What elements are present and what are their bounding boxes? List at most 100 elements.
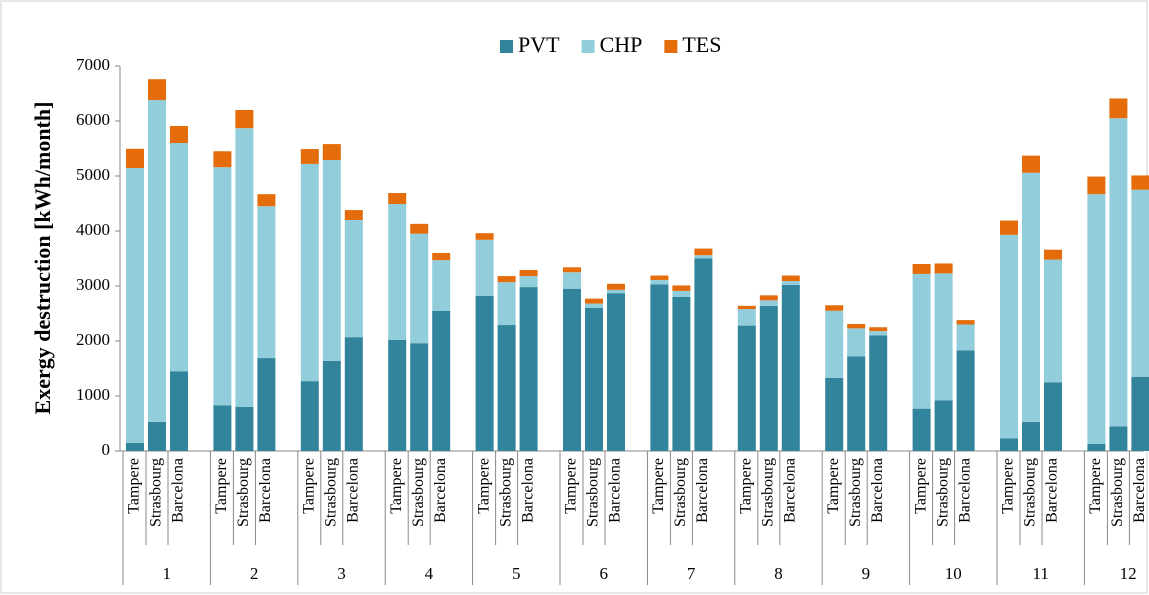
bar-segment [1087, 443, 1106, 451]
y-axis-label: Exergy destruction [kWh/month] [30, 102, 55, 415]
bar-segment [519, 287, 538, 451]
bar-segment [475, 233, 494, 240]
bar-segment [847, 323, 866, 329]
y-tick-label: 1000 [76, 385, 110, 404]
x-tick-label: Strasbourg [934, 458, 951, 527]
x-tick-label: Tampere [213, 458, 230, 514]
bar-segment [869, 327, 888, 332]
bar-segment [213, 405, 232, 451]
bar-segment [475, 239, 494, 296]
bar-segment [825, 377, 844, 451]
bar-segment [847, 328, 866, 357]
x-tick-label: Barcelona [1044, 458, 1061, 523]
x-tick-label: Strasbourg [235, 458, 252, 527]
bar-segment [563, 267, 581, 273]
bar-segment [519, 270, 538, 277]
bar-segment [300, 149, 319, 164]
bar-segment [1109, 118, 1128, 427]
bar-segment [1131, 175, 1149, 190]
y-tick-label: 7000 [76, 55, 110, 74]
bar-segment [475, 295, 494, 451]
bar-segment [847, 356, 866, 451]
bar-segment [126, 443, 144, 451]
bar-segment [781, 275, 800, 282]
group-label: 4 [425, 564, 434, 583]
bar-segment [235, 110, 254, 129]
x-tick-label: Strasbourg [1022, 458, 1039, 527]
bar-segment [563, 272, 581, 289]
bar-segment [344, 220, 363, 338]
bar-segment [607, 293, 625, 451]
x-tick-label: Tampere [300, 458, 317, 514]
bar-segment [322, 144, 341, 161]
x-tick-label: Barcelona [519, 458, 536, 523]
group-label: 1 [162, 564, 171, 583]
bar-segment [170, 143, 188, 372]
bar-segment [607, 283, 625, 290]
group-label: 3 [337, 564, 346, 583]
x-tick-label: Tampere [912, 458, 929, 514]
x-tick-label: Strasbourg [322, 458, 339, 527]
bar-segment [1044, 249, 1062, 260]
bar-segment [148, 79, 166, 101]
bar-segment [432, 310, 451, 451]
bar-segment [148, 421, 166, 451]
y-tick-label: 0 [102, 440, 111, 459]
legend-swatch [664, 40, 678, 53]
bar-segment [300, 163, 319, 382]
bar-segment [737, 305, 756, 310]
bar-segment [1022, 155, 1040, 173]
bar-segment [737, 309, 756, 326]
bar-segment [388, 339, 407, 451]
bar-segment [1131, 189, 1149, 377]
x-tick-label: Barcelona [869, 458, 886, 523]
bar-segment [694, 248, 713, 256]
bar-segment [1000, 438, 1018, 451]
bar-segment [759, 295, 778, 301]
legend-label: CHP [600, 32, 643, 57]
y-tick-label: 3000 [76, 275, 110, 294]
y-tick-label: 4000 [76, 220, 110, 239]
x-tick-label: Tampere [388, 458, 405, 514]
bar-segment [912, 273, 931, 409]
x-tick-label: Barcelona [781, 458, 798, 523]
bar-segment [759, 305, 778, 451]
bar-segment [934, 273, 953, 401]
bar-segment [563, 288, 581, 451]
bar-segment [825, 310, 844, 378]
bar-segment [759, 300, 778, 306]
x-tick-label: Barcelona [432, 458, 449, 523]
bar-segment [497, 325, 516, 451]
x-tick-label: Strasbourg [759, 458, 776, 527]
bar-segment [1131, 376, 1149, 451]
bar-segment [650, 275, 669, 280]
bar-segment [585, 303, 603, 308]
x-tick-label: Barcelona [694, 458, 711, 523]
bar-segment [672, 290, 691, 297]
bar-segment [170, 371, 188, 451]
bar-segment [934, 263, 953, 274]
bar-segment [912, 264, 931, 274]
bar-segment [585, 308, 603, 451]
bar-segment [235, 407, 254, 451]
bar-segment [650, 284, 669, 451]
x-tick-label: Strasbourg [672, 458, 689, 527]
bar-segment [126, 148, 144, 169]
legend-swatch [500, 40, 513, 53]
x-tick-label: Strasbourg [585, 458, 602, 527]
x-tick-label: Tampere [126, 458, 143, 514]
group-label: 8 [774, 564, 783, 583]
y-tick-label: 2000 [76, 330, 110, 349]
bar-segment [672, 285, 691, 291]
x-tick-label: Strasbourg [410, 458, 427, 527]
group-label: 11 [1033, 564, 1049, 583]
bar-segment [344, 210, 363, 220]
group-label: 2 [250, 564, 259, 583]
group-label: 5 [512, 564, 521, 583]
x-tick-label: Tampere [737, 458, 754, 514]
bar-segment [694, 258, 713, 451]
bar-segment [869, 331, 888, 336]
bar-segment [825, 305, 844, 311]
bar-segment [956, 350, 975, 451]
bar-segment [1044, 259, 1062, 383]
